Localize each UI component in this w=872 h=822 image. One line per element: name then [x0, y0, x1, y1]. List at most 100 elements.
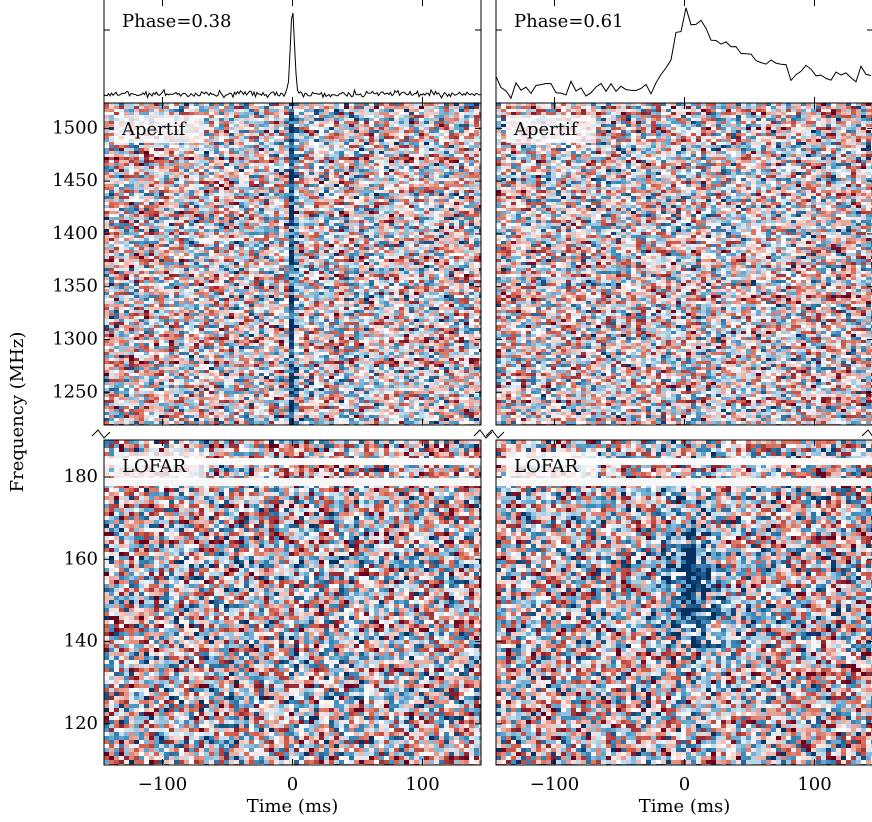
spectrum-cell	[429, 139, 434, 142]
spectrum-cell	[414, 289, 419, 292]
spectrum-cell	[269, 151, 274, 154]
spectrum-cell	[109, 256, 114, 259]
spectrum-cell	[259, 229, 264, 232]
spectrum-cell	[199, 238, 204, 241]
spectrum-cell	[394, 247, 399, 250]
spectrum-cell	[264, 250, 269, 253]
spectrum-cell	[354, 172, 359, 175]
spectrum-cell	[234, 211, 239, 214]
spectrum-cell	[414, 175, 419, 178]
spectrum-cell	[259, 106, 264, 109]
spectrum-cell	[279, 247, 284, 250]
spectrum-cell	[404, 163, 409, 166]
spectrum-cell	[284, 211, 289, 214]
spectrum-cell	[214, 286, 219, 289]
spectrum-cell	[439, 145, 444, 148]
spectrum-cell	[154, 181, 159, 184]
spectrum-cell	[449, 112, 454, 115]
spectrum-cell	[434, 256, 439, 259]
spectrum-cell	[289, 133, 294, 136]
spectrum-cell	[314, 193, 319, 196]
spectrum-cell	[459, 199, 464, 202]
spectrum-cell	[324, 157, 329, 160]
spectrum-cell	[429, 142, 434, 145]
spectrum-cell	[264, 106, 269, 109]
spectrum-cell	[264, 226, 269, 229]
spectrum-cell	[339, 223, 344, 226]
spectrum-cell	[349, 286, 354, 289]
spectrum-cell	[444, 223, 449, 226]
spectrum-cell	[424, 184, 429, 187]
spectrum-cell	[299, 283, 304, 286]
spectrum-cell	[414, 160, 419, 163]
spectrum-cell	[439, 265, 444, 268]
spectrum-cell	[224, 217, 229, 220]
spectrum-cell	[304, 241, 309, 244]
spectrum-cell	[169, 193, 174, 196]
spectrum-cell	[349, 274, 354, 277]
spectrum-cell	[224, 196, 229, 199]
spectrum-cell	[434, 142, 439, 145]
spectrum-cell	[434, 106, 439, 109]
spectrum-cell	[414, 259, 419, 262]
spectrum-cell	[124, 241, 129, 244]
spectrum-cell	[379, 115, 384, 118]
spectrum-cell	[294, 271, 299, 274]
spectrum-cell	[404, 232, 409, 235]
spectrum-cell	[424, 124, 429, 127]
spectrum-cell	[449, 256, 454, 259]
spectrum-cell	[409, 223, 414, 226]
spectrum-cell	[284, 109, 289, 112]
spectrum-cell	[424, 214, 429, 217]
spectrum-cell	[429, 247, 434, 250]
spectrum-cell	[369, 133, 374, 136]
spectrum-cell	[324, 184, 329, 187]
spectrum-cell	[474, 220, 479, 223]
spectrum-cell	[279, 265, 284, 268]
spectrum-cell	[119, 157, 124, 160]
spectrum-cell	[184, 157, 189, 160]
spectrum-cell	[389, 259, 394, 262]
spectrum-cell	[119, 247, 124, 250]
spectrum-cell	[284, 163, 289, 166]
spectrum-cell	[399, 217, 404, 220]
spectrum-cell	[404, 253, 409, 256]
spectrum-cell	[119, 151, 124, 154]
spectrum-cell	[234, 250, 239, 253]
spectrum-cell	[219, 286, 224, 289]
spectrum-cell	[429, 202, 434, 205]
spectrum-cell	[354, 136, 359, 139]
spectrum-cell	[189, 232, 194, 235]
spectrum-cell	[344, 163, 349, 166]
spectrum-cell	[164, 226, 169, 229]
spectrum-cell	[374, 136, 379, 139]
spectrum-cell	[229, 241, 234, 244]
spectrum-cell	[379, 187, 384, 190]
spectrum-cell	[474, 163, 479, 166]
spectrum-cell	[369, 157, 374, 160]
spectrum-cell	[449, 187, 454, 190]
spectrum-cell	[439, 130, 444, 133]
spectrum-cell	[414, 295, 419, 298]
spectrum-cell	[439, 253, 444, 256]
spectrum-cell	[134, 274, 139, 277]
spectrum-cell	[474, 208, 479, 211]
spectrum-cell	[224, 133, 229, 136]
spectrum-cell	[164, 211, 169, 214]
spectrum-cell	[309, 238, 314, 241]
spectrum-cell	[389, 187, 394, 190]
spectrum-cell	[369, 142, 374, 145]
spectrum-cell	[349, 298, 354, 301]
spectrum-cell	[149, 295, 154, 298]
spectrum-cell	[129, 175, 134, 178]
spectrum-cell	[169, 253, 174, 256]
spectrum-cell	[124, 160, 129, 163]
spectrum-cell	[329, 277, 334, 280]
spectrum-cell	[339, 259, 344, 262]
spectrum-cell	[359, 145, 364, 148]
spectrum-cell	[374, 280, 379, 283]
spectrum-cell	[319, 292, 324, 295]
spectrum-cell	[224, 262, 229, 265]
spectrum-cell	[384, 160, 389, 163]
spectrum-cell	[319, 241, 324, 244]
